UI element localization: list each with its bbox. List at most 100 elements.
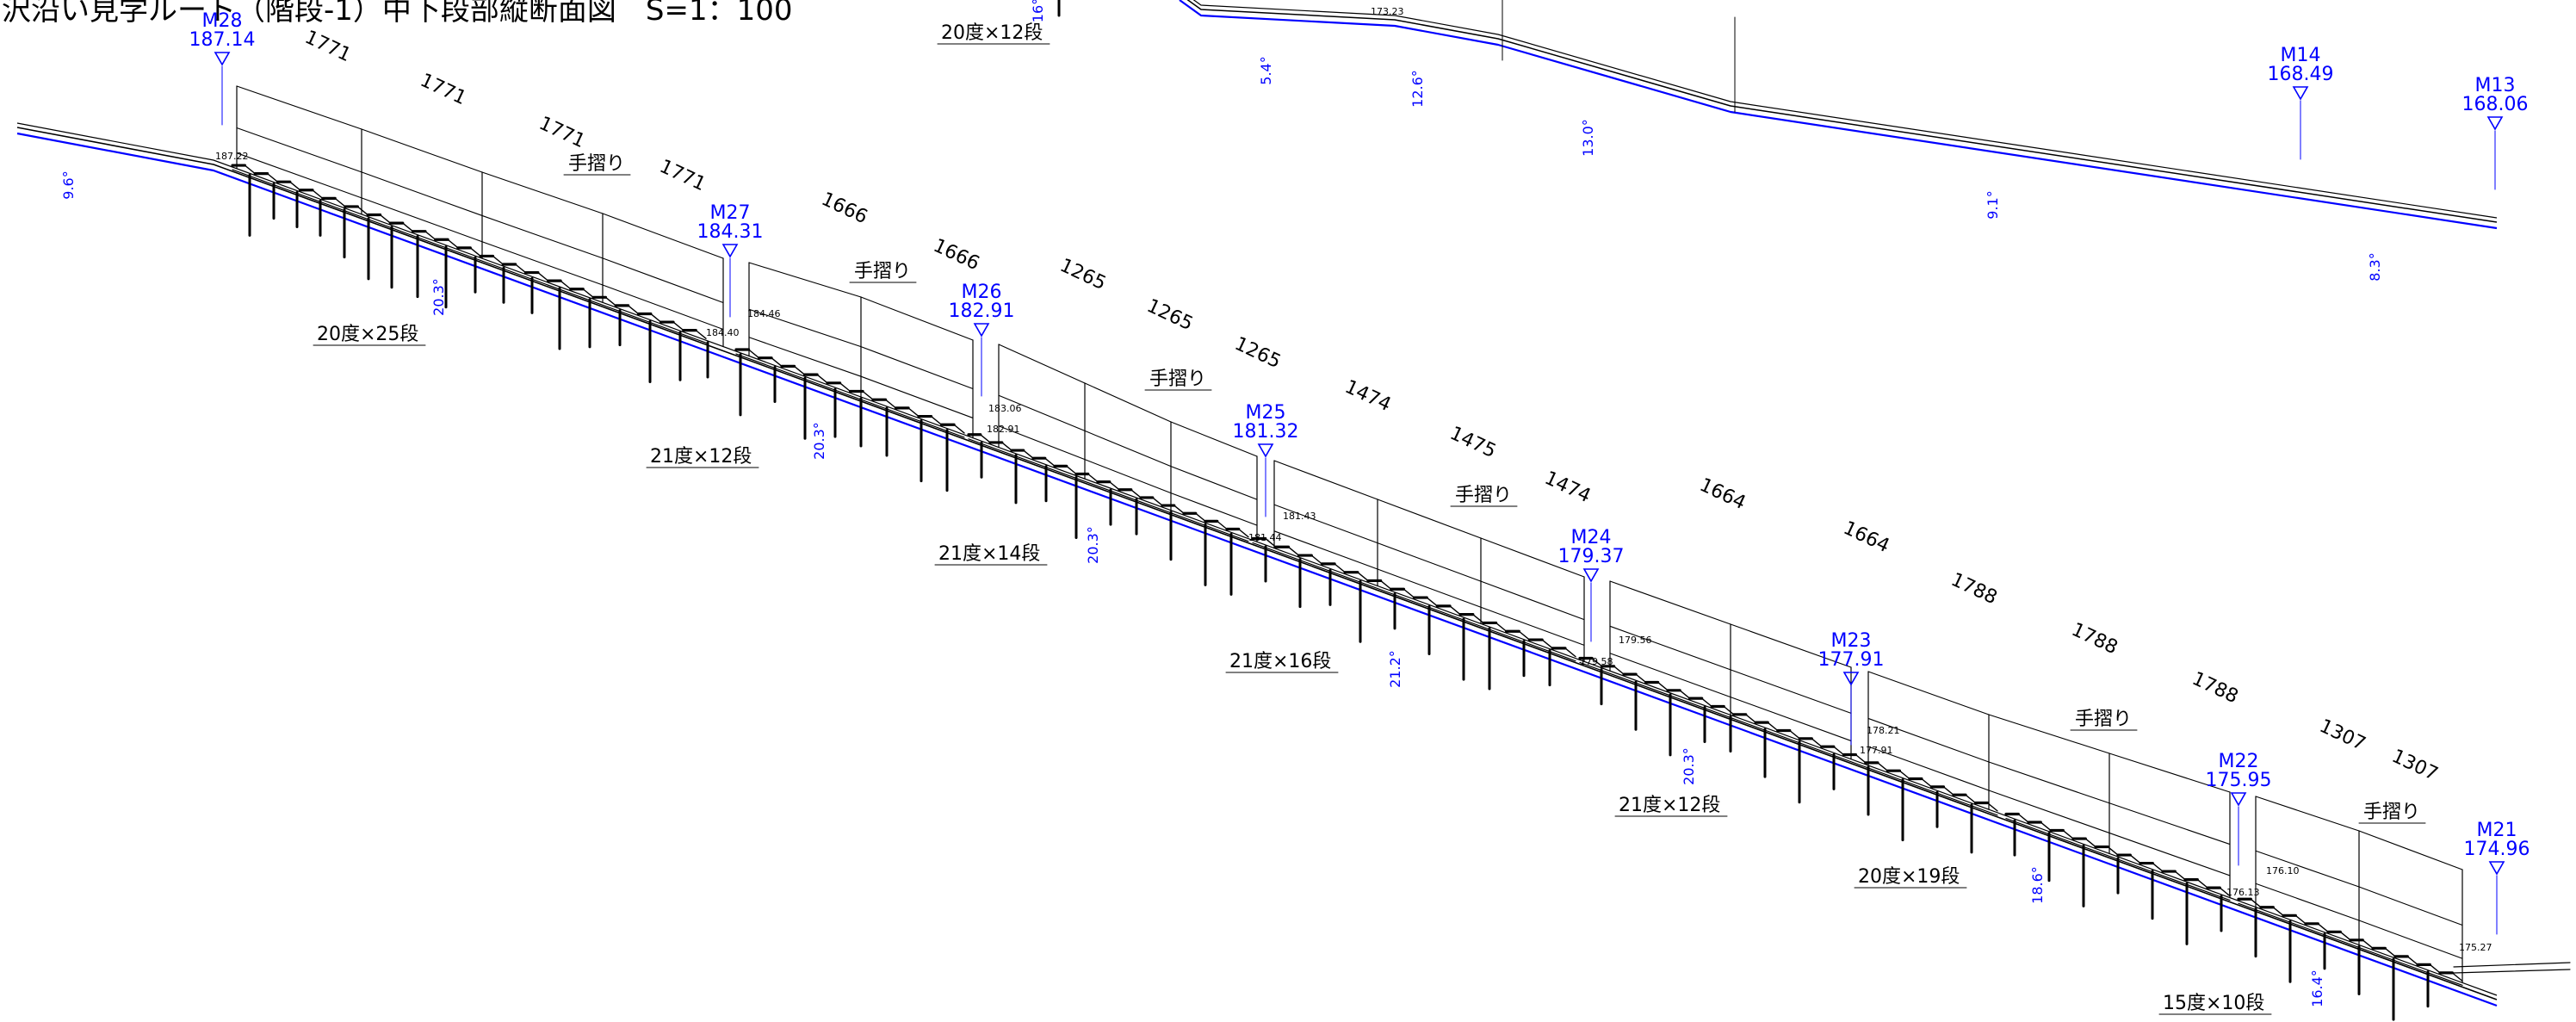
stair-riser bbox=[424, 230, 437, 240]
handrail-rail bbox=[998, 425, 1086, 461]
small-elevation-tag: 176.13 bbox=[2226, 887, 2260, 898]
ground-surface-line bbox=[2453, 962, 2571, 968]
handrail-top-rail bbox=[748, 262, 862, 298]
ground-line bbox=[16, 132, 2498, 1007]
small-elevation-tag: 177.91 bbox=[1860, 745, 1893, 756]
stair-riser bbox=[1087, 473, 1099, 483]
dimension-label: 1771 bbox=[417, 70, 469, 109]
handrail-rail bbox=[1273, 504, 1378, 544]
handrail-rail bbox=[2358, 886, 2463, 926]
stair-riser bbox=[1238, 528, 1249, 538]
marker-label-m26: M26 bbox=[962, 282, 1002, 303]
slope-label: 9.1° bbox=[1985, 190, 2001, 219]
handrail-rail bbox=[2255, 883, 2360, 921]
stair-riser bbox=[1357, 571, 1369, 582]
stair-riser bbox=[930, 415, 943, 425]
handrail-rail bbox=[2108, 832, 2231, 876]
slope-label: 16.4° bbox=[2309, 969, 2325, 1007]
benchmark-triangle-icon bbox=[2292, 86, 2309, 101]
handrail-rail bbox=[361, 171, 483, 217]
stair-riser bbox=[980, 434, 991, 443]
stair-riser bbox=[1564, 647, 1576, 658]
benchmark-triangle-icon bbox=[1582, 568, 1600, 583]
dimension-label: 1475 bbox=[1446, 423, 1499, 462]
handrail-label: 手摺り bbox=[2363, 802, 2420, 823]
handrail-top-rail bbox=[1273, 460, 1378, 500]
slope-label: 20.3° bbox=[1085, 526, 1101, 564]
slope-label: 18.6° bbox=[2029, 866, 2046, 904]
handrail-top-rail bbox=[602, 213, 724, 259]
stair-riser bbox=[907, 407, 920, 418]
slope-label: 20.3° bbox=[811, 422, 827, 460]
stair-riser bbox=[2429, 963, 2441, 974]
stair-riser bbox=[1310, 554, 1323, 565]
handrail-label: 手摺り bbox=[568, 153, 625, 175]
ground-surface-line bbox=[2453, 969, 2571, 974]
dimension-label: 1771 bbox=[656, 156, 709, 195]
stair-riser bbox=[2062, 829, 2074, 839]
stair-riser bbox=[953, 424, 965, 434]
small-elevation-tag: 181.44 bbox=[1248, 532, 1282, 543]
stair-riser bbox=[2317, 923, 2329, 933]
ground-surface-line bbox=[16, 122, 2498, 996]
handrail-rail bbox=[236, 127, 362, 173]
stair-riser bbox=[560, 280, 572, 290]
marker-label-m24: M24 bbox=[1571, 527, 1612, 548]
marker-elevation-m13: 168.06 bbox=[2462, 94, 2529, 115]
marker-elevation-m21: 174.96 bbox=[2464, 839, 2530, 860]
handrail-rail bbox=[1480, 606, 1585, 646]
benchmark-triangle-icon bbox=[1257, 443, 1274, 458]
handrail-top-rail bbox=[481, 171, 604, 214]
stair-riser bbox=[1635, 673, 1647, 684]
stair-riser bbox=[289, 181, 301, 191]
handrail-rail bbox=[860, 375, 974, 418]
stair-riser bbox=[447, 238, 459, 249]
stair-riser bbox=[1833, 746, 1845, 756]
handrail-rail bbox=[1170, 492, 1258, 526]
handrail-rail bbox=[1609, 653, 1731, 698]
stair-riser bbox=[627, 305, 640, 315]
slope-label: 16° bbox=[1030, 0, 1046, 22]
handrail-rail bbox=[602, 284, 724, 331]
dimension-label: 1474 bbox=[1541, 468, 1594, 507]
stair-riser bbox=[793, 365, 806, 375]
stair-spec-label: 15度×10段 bbox=[2163, 993, 2264, 1014]
stair-riser bbox=[1541, 639, 1553, 649]
stair-riser bbox=[1877, 762, 1889, 771]
marker-label-m13: M13 bbox=[2475, 75, 2516, 96]
handrail-rail bbox=[1609, 625, 1731, 671]
stair-riser bbox=[1767, 722, 1779, 732]
handrail-top-rail bbox=[1609, 580, 1731, 625]
handrail-top-rail bbox=[361, 128, 483, 173]
stair-stringer bbox=[735, 353, 965, 438]
ground-surface-line bbox=[16, 127, 2498, 1000]
stair-spec-label: 20度×25段 bbox=[317, 324, 418, 345]
benchmark-triangle-icon bbox=[973, 323, 990, 338]
slope-label: 20.3° bbox=[430, 278, 447, 316]
drawing-title: 沢沿い見学ルート（階段-1）中下段部縦断面図 S=1：100 bbox=[2, 0, 793, 28]
stair-riser bbox=[1287, 546, 1300, 556]
dimension-label: 1664 bbox=[1696, 474, 1749, 514]
stair-riser bbox=[1426, 597, 1438, 607]
slope-label: 13.0° bbox=[1580, 119, 1596, 157]
handrail-rail bbox=[1170, 466, 1258, 500]
dimension-label: 1265 bbox=[1231, 333, 1284, 373]
stair-riser bbox=[771, 357, 783, 368]
stair-riser bbox=[1195, 512, 1206, 523]
small-elevation-tag: 182.91 bbox=[987, 424, 1020, 435]
slope-label: 8.3° bbox=[2367, 252, 2383, 281]
stair-riser bbox=[2040, 821, 2052, 832]
marker-label-m21: M21 bbox=[2477, 820, 2517, 841]
handrail-rail bbox=[1377, 568, 1482, 608]
stair-riser bbox=[1855, 753, 1867, 764]
stair-spec-label: 21度×12段 bbox=[1619, 795, 1720, 816]
stair-riser bbox=[2017, 813, 2029, 823]
dimension-label: 1788 bbox=[2189, 668, 2241, 708]
benchmark-triangle-icon bbox=[721, 244, 739, 258]
handrail-label: 手摺り bbox=[2075, 709, 2132, 730]
dimension-label: 1265 bbox=[1056, 255, 1109, 294]
marker-label-m22: M22 bbox=[2219, 751, 2259, 772]
dimension-label: 1666 bbox=[930, 235, 982, 275]
handrail-rail bbox=[748, 337, 862, 377]
stair-riser bbox=[1152, 497, 1163, 506]
